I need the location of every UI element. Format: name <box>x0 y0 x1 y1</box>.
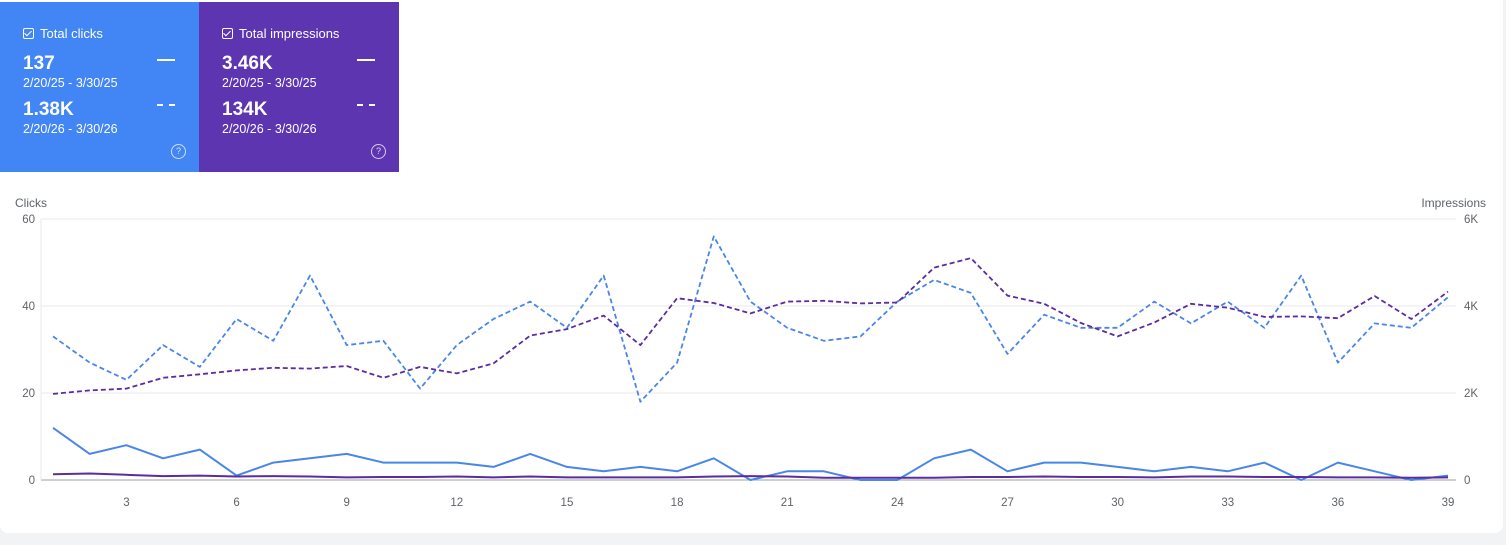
y2-tick-label: 0 <box>1464 475 1470 487</box>
metric-range: 2/20/25 - 3/30/25 <box>23 76 118 90</box>
y2-tick-label: 6K <box>1464 214 1478 226</box>
current-metric: 3.46K 2/20/25 - 3/30/25 <box>222 54 317 91</box>
x-tick-label: 33 <box>1221 497 1234 509</box>
x-tick-label: 6 <box>233 497 239 509</box>
x-tick-label: 12 <box>450 497 463 509</box>
metric-value: 1.38K <box>23 99 74 120</box>
compare-metric: 134K 2/20/26 - 3/30/26 <box>222 100 317 137</box>
y-tick-label: 40 <box>22 301 35 313</box>
x-tick-label: 39 <box>1442 497 1455 509</box>
right-axis-title: Impressions <box>1421 196 1486 210</box>
y2-tick-label: 4K <box>1464 301 1478 313</box>
x-tick-label: 24 <box>891 497 904 509</box>
metric-value: 134K <box>222 99 268 120</box>
dashed-line-legend-icon <box>157 104 175 106</box>
metric-range: 2/20/26 - 3/30/26 <box>222 122 317 136</box>
help-circle-icon[interactable]: ? <box>171 144 186 159</box>
series-line-2 <box>52 472 1449 479</box>
x-tick-label: 18 <box>671 497 684 509</box>
metric-range: 2/20/26 - 3/30/26 <box>23 122 118 136</box>
total-impressions-card[interactable]: Total impressions 3.46K 2/20/25 - 3/30/2… <box>199 2 399 172</box>
card-title: Total clicks <box>40 26 103 41</box>
metric-value: 137 <box>23 53 55 74</box>
y-tick-label: 20 <box>22 388 35 400</box>
metric-range: 2/20/25 - 3/30/25 <box>222 76 317 90</box>
x-tick-label: 9 <box>343 497 349 509</box>
x-tick-label: 30 <box>1111 497 1124 509</box>
x-tick-label: 27 <box>1001 497 1014 509</box>
x-tick-label: 15 <box>561 497 574 509</box>
metric-value: 3.46K <box>222 53 273 74</box>
total-clicks-card[interactable]: Total clicks 137 2/20/25 - 3/30/25 1.38K… <box>0 2 199 172</box>
left-axis-title: Clicks <box>15 196 47 210</box>
solid-line-legend-icon <box>357 59 375 61</box>
dashed-line-legend-icon <box>357 104 375 106</box>
x-tick-label: 21 <box>781 497 794 509</box>
card-title: Total impressions <box>239 26 340 41</box>
series-line-4 <box>52 257 1449 395</box>
help-circle-icon[interactable]: ? <box>371 144 386 159</box>
current-metric: 137 2/20/25 - 3/30/25 <box>23 54 118 91</box>
y2-tick-label: 2K <box>1464 388 1478 400</box>
y-tick-label: 0 <box>29 475 35 487</box>
checkbox-icon[interactable] <box>23 28 34 39</box>
series-line-1 <box>52 426 1449 481</box>
x-tick-label: 3 <box>123 497 129 509</box>
solid-line-legend-icon <box>157 59 175 61</box>
x-tick-label: 36 <box>1331 497 1344 509</box>
compare-metric: 1.38K 2/20/26 - 3/30/26 <box>23 100 118 137</box>
series-line-3 <box>52 235 1449 403</box>
checkbox-icon[interactable] <box>222 28 233 39</box>
y-tick-label: 60 <box>22 214 35 226</box>
